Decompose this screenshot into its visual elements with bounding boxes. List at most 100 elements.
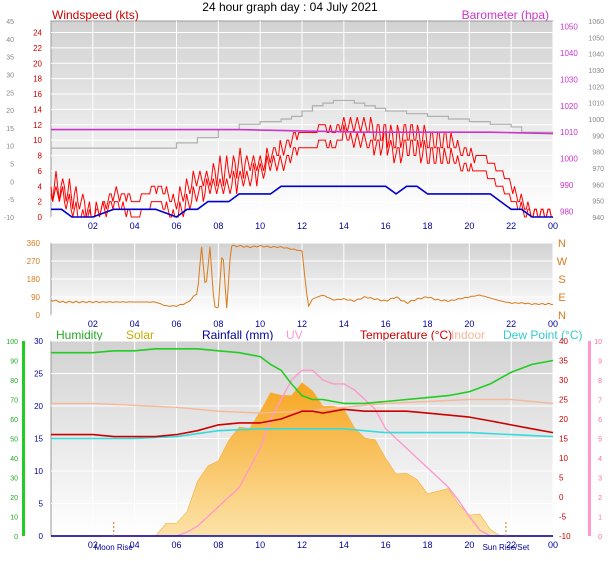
uv-tick-label: 7 [598, 398, 602, 405]
temperature-tick-label: 5 [559, 474, 564, 483]
barometer-outer-tick-label: 1010 [588, 101, 604, 108]
outer-left-tick-label: 25 [6, 90, 14, 97]
barometer-tick-label: 1050 [560, 22, 578, 31]
legend-dewpoint: Dew Point (°C) [503, 328, 582, 342]
rainfall-tick-label: 10 [34, 467, 43, 476]
outer-left-tick-label: 35 [6, 55, 14, 62]
direction-x-tick-label: 06 [171, 319, 181, 329]
direction-compass-label: N [558, 310, 566, 322]
humidity-axis-bar [22, 341, 25, 536]
windspeed-tick-label: 20 [33, 59, 42, 68]
windspeed-tick-label: 2 [38, 198, 43, 207]
wind-x-tick-label: 18 [422, 221, 432, 231]
barometer-line [51, 128, 554, 135]
uv-tick-label: 0 [598, 534, 602, 541]
temp-x-tick-label: 22 [506, 540, 516, 550]
temp-x-tick-label: 10 [255, 540, 265, 550]
outer-left-tick-label: 40 [6, 37, 14, 44]
uv-tick-label: 5 [598, 437, 602, 444]
wind-x-tick-label: 22 [506, 221, 516, 231]
humidity-tick-label: 100 [6, 339, 18, 346]
wind-gust-line [50, 116, 553, 218]
uv-tick-label: 3 [598, 476, 602, 483]
series-layer [50, 99, 554, 537]
humidity-line [51, 348, 554, 405]
temperature-tick-label: 20 [559, 415, 568, 424]
barometer-tick-label: 1000 [560, 155, 578, 164]
humidity-tick-label: 10 [10, 515, 18, 522]
direction-x-tick-label: 20 [464, 319, 474, 329]
humidity-tick-label: 0 [14, 534, 18, 541]
event-label: Sun Rise/Set [483, 543, 530, 552]
wind-x-tick-label: 10 [255, 221, 265, 231]
humidity-tick-label: 30 [10, 476, 18, 483]
outer-left-tick-label: 10 [6, 144, 14, 151]
windspeed-tick-label: 8 [38, 152, 43, 161]
windspeed-line [50, 124, 553, 218]
barometer-outer-tick-label: 1060 [588, 19, 604, 26]
humidity-tick-label: 60 [10, 417, 18, 424]
legend-temperature: Temperature (°C) [360, 328, 452, 342]
outer-left-tick-label: 30 [6, 72, 14, 79]
wind-x-tick-label: 08 [213, 221, 223, 231]
rainfall-tick-label: 15 [34, 435, 43, 444]
humidity-tick-label: 40 [10, 456, 18, 463]
direction-tick-label: 90 [31, 293, 40, 302]
temp-x-tick-label: 06 [171, 540, 181, 550]
temp-x-tick-label: 04 [130, 540, 140, 550]
wind-x-tick-label: 16 [381, 221, 391, 231]
barometer-outer-tick-label: 1050 [588, 35, 604, 42]
uv-tick-label: 1 [598, 515, 602, 522]
dewpoint-line [51, 428, 554, 440]
barometer-outer-tick-label: 1030 [588, 68, 604, 75]
uv-tick-label: 9 [598, 359, 602, 366]
temp-x-tick-label: 16 [381, 540, 391, 550]
outer-left-tick-label: 20 [6, 108, 14, 115]
outer-left-tick-label: 5 [10, 162, 14, 169]
wind-direction-line [50, 244, 554, 309]
barometer-tick-label: 1040 [560, 49, 578, 58]
rainfall-tick-label: 25 [34, 370, 43, 379]
event-label: Moon Rise [95, 543, 134, 552]
direction-x-tick-label: 04 [130, 319, 140, 329]
barometer-outer-tick-label: 950 [592, 199, 604, 206]
barometer-outer-tick-label: 990 [592, 133, 604, 140]
direction-x-tick-label: 08 [213, 319, 223, 329]
outer-left-tick-label: 15 [6, 126, 14, 133]
temperature-tick-label: 30 [559, 376, 568, 385]
windspeed-tick-label: 18 [33, 75, 42, 84]
temperature-tick-label: 35 [559, 357, 568, 366]
outer-left-tick-label: -10 [4, 215, 14, 222]
wind-x-tick-label: 00 [548, 221, 558, 231]
barometer-outer-tick-label: 1020 [588, 84, 604, 91]
temp-x-tick-label: 18 [422, 540, 432, 550]
uv-tick-label: 6 [598, 417, 602, 424]
direction-compass-label: S [558, 274, 565, 286]
rainfall-tick-label: 5 [39, 500, 44, 509]
windspeed-tick-label: 6 [38, 167, 43, 176]
temperature-tick-label: 25 [559, 396, 568, 405]
wind-x-tick-label: 04 [130, 221, 140, 231]
temperature-tick-label: -10 [559, 532, 571, 541]
legend-indoor: Indoor [451, 328, 485, 342]
graph-title: 24 hour graph day : 04 July 2021 [202, 0, 378, 14]
barometer-outer-tick-label: 970 [592, 166, 604, 173]
humidity-tick-label: 50 [10, 437, 18, 444]
wind-x-tick-label: 14 [339, 221, 349, 231]
barometer-outer-tick-label: 960 [592, 182, 604, 189]
temperature-tick-label: -5 [559, 513, 567, 522]
direction-x-tick-label: 18 [422, 319, 432, 329]
temperature-tick-label: 10 [559, 454, 568, 463]
barometer-tick-label: 1030 [560, 75, 578, 84]
windspeed-tick-label: 10 [33, 136, 42, 145]
temp-x-tick-label: 20 [464, 540, 474, 550]
rainfall-tick-label: 30 [34, 337, 43, 346]
direction-x-tick-label: 14 [339, 319, 349, 329]
wind-average-line [51, 185, 553, 218]
rainfall-tick-label: 20 [34, 402, 43, 411]
uv-tick-label: 4 [598, 456, 602, 463]
legend-humidity: Humidity [56, 328, 103, 342]
windspeed-tick-label: 14 [33, 105, 42, 114]
legend-rainfall: Rainfall (mm) [202, 328, 273, 342]
